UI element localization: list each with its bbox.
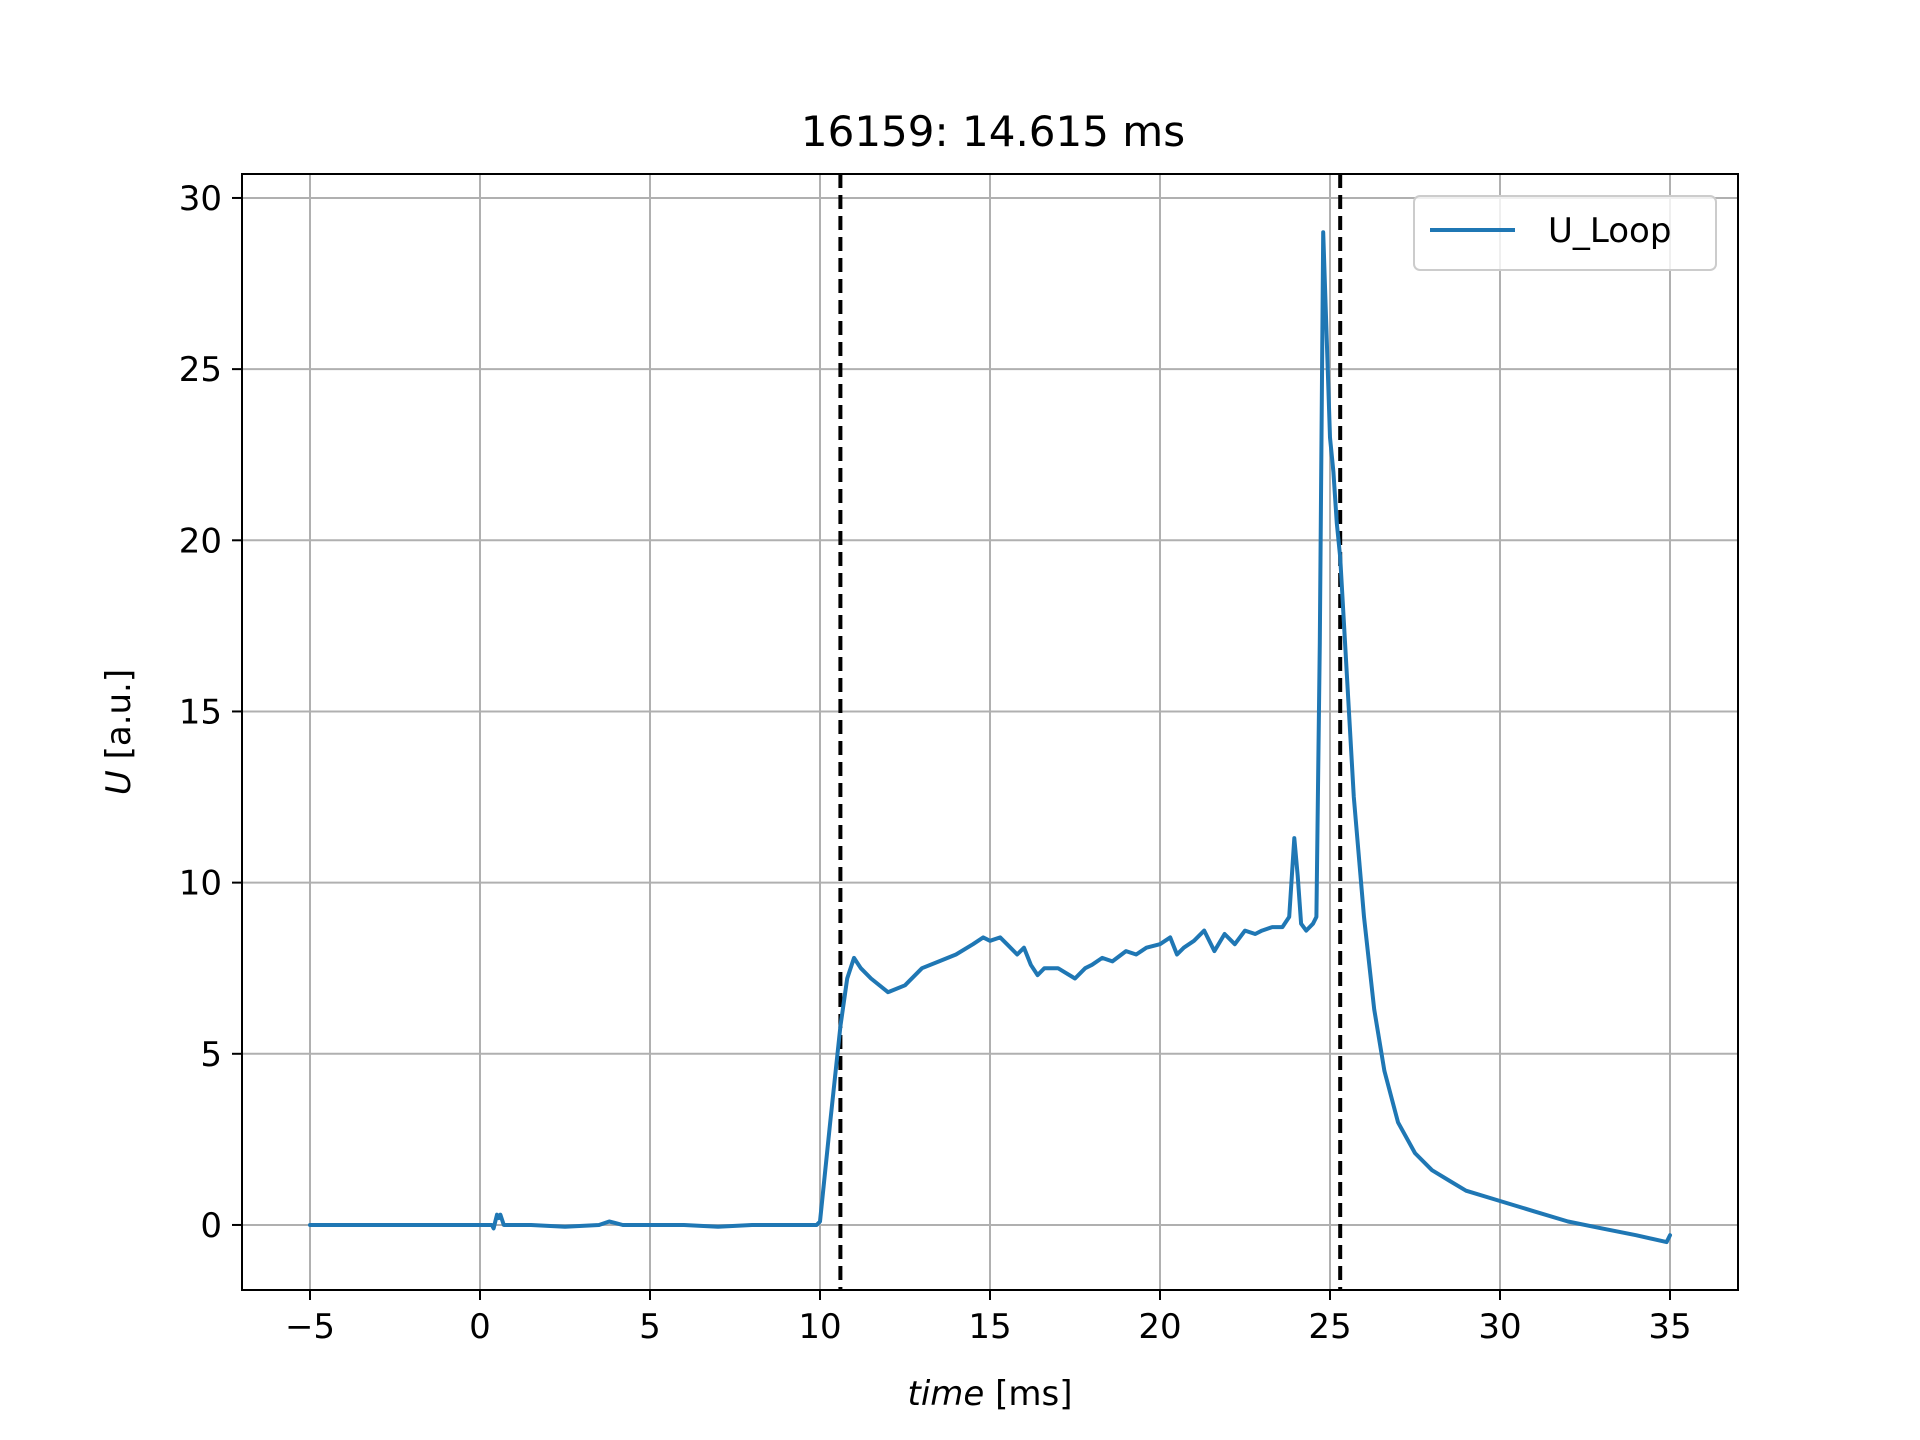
vertical-markers — [838, 174, 1343, 1290]
y-tick-label: 20 — [179, 521, 222, 561]
x-tick-label: 25 — [1308, 1307, 1351, 1347]
y-axis-label-italic: U — [99, 770, 139, 795]
series-line-u-loop — [308, 230, 1672, 1245]
y-axis-label-space — [99, 759, 139, 770]
grid — [242, 174, 1738, 1290]
legend-box — [1413, 195, 1717, 271]
x-axis: −5 0 5 10 15 20 25 30 35 — [285, 1290, 1692, 1347]
y-axis-label: U [a.u.] — [99, 669, 139, 795]
x-axis-label: time [ms] — [907, 1374, 1072, 1414]
x-axis-label-unit: [ms] — [995, 1374, 1072, 1414]
y-tick-label: 30 — [179, 179, 222, 219]
x-tick-label: 35 — [1648, 1307, 1691, 1347]
x-tick-label: 30 — [1478, 1307, 1521, 1347]
y-tick-label: 25 — [179, 350, 222, 390]
y-tick-label: 15 — [179, 692, 222, 732]
x-axis-label-italic: time — [907, 1374, 984, 1414]
y-axis: 0 5 10 15 20 25 30 — [179, 179, 242, 1246]
y-axis-label-unit: [a.u.] — [99, 669, 139, 760]
legend: U_Loop — [1413, 195, 1717, 271]
x-tick-label: 0 — [469, 1307, 491, 1347]
y-tick-label: 5 — [200, 1035, 222, 1075]
x-tick-label: 10 — [798, 1307, 841, 1347]
x-tick-label: −5 — [285, 1307, 335, 1347]
legend-label: U_Loop — [1548, 211, 1671, 251]
x-tick-label: 15 — [968, 1307, 1011, 1347]
series-layer — [308, 230, 1672, 1245]
x-tick-label: 5 — [639, 1307, 661, 1347]
y-tick-label: 10 — [179, 864, 222, 904]
chart-title: 16159: 14.615 ms — [801, 107, 1185, 156]
y-tick-label: 0 — [200, 1206, 222, 1246]
x-tick-label: 20 — [1138, 1307, 1181, 1347]
x-axis-label-space — [984, 1374, 995, 1414]
